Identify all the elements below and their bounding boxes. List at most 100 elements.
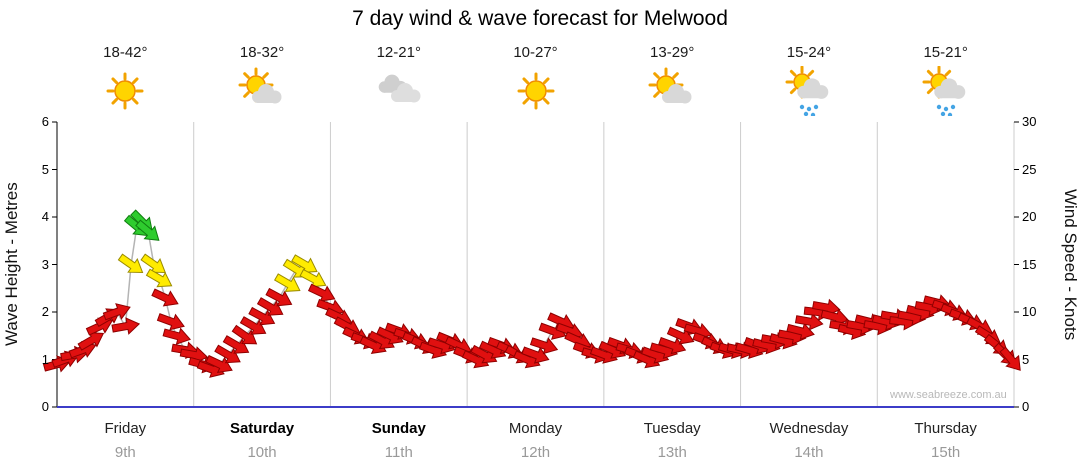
day-name-label: Friday	[104, 420, 147, 437]
wave-height-tick-label: 0	[41, 399, 49, 414]
rain-drop	[810, 112, 816, 116]
wave-height-tick-label: 4	[41, 209, 49, 224]
wave-height-tick-label: 6	[41, 114, 49, 129]
wind-arrow	[999, 346, 1021, 371]
day-date-label: 12th	[520, 444, 551, 461]
wind-arrow	[291, 254, 318, 273]
wind-arrow	[239, 316, 267, 335]
wind-speed-tick-label: 0	[1022, 399, 1030, 414]
watermark: www.seabreeze.com.au	[890, 389, 1007, 401]
day-date-label: 9th	[114, 444, 136, 461]
sun-ray	[243, 91, 250, 98]
day-date-label: 14th	[794, 444, 824, 461]
wind-arrow	[145, 268, 173, 288]
sun-ray	[521, 97, 529, 105]
day-date-label: 15th	[931, 444, 961, 461]
wind-arrow	[102, 303, 131, 321]
wind-arrow	[205, 354, 233, 374]
wind-arrow	[265, 287, 293, 307]
sun-ray	[789, 87, 797, 95]
page-title: 7 day wind & wave forecast for Melwood	[352, 7, 728, 30]
wind-arrow	[162, 327, 191, 345]
wind-arrow	[140, 253, 167, 274]
wind-arrow	[117, 253, 144, 274]
weather-icon-slot	[647, 66, 697, 116]
wind-arrow	[151, 288, 179, 307]
wind-arrow	[256, 297, 284, 316]
wind-arrow	[794, 312, 824, 331]
wind-arrow	[521, 346, 550, 364]
sun-ray	[262, 72, 269, 79]
day-date-label: 13th	[657, 444, 687, 461]
right-axis-label: Wind Speed - Knots	[1061, 188, 1080, 341]
sun-disc	[524, 80, 547, 102]
sun-ray	[926, 69, 934, 77]
weather-icon-slot	[784, 66, 834, 116]
day-name-label: Thursday	[914, 420, 977, 437]
day-date-label: 11th	[384, 444, 413, 461]
weather-icon-sunny	[517, 72, 554, 110]
rain-drop	[813, 104, 819, 110]
day-name-label: Sunday	[371, 420, 426, 437]
wind-arrow	[231, 324, 258, 345]
weather-icon-rain	[785, 66, 829, 116]
temperature-range-label: 18-32°	[239, 44, 285, 61]
sun-ray	[926, 87, 934, 95]
sun-ray	[111, 97, 119, 105]
weather-icon-cloudy	[378, 74, 421, 103]
sun-disc	[114, 80, 137, 102]
weather-icon-partly-cloudy	[238, 67, 282, 104]
rain-drop	[943, 106, 948, 112]
sun-ray	[243, 72, 250, 79]
cloud-shape	[662, 84, 692, 104]
wind-arrow	[299, 268, 327, 288]
rain-drop	[940, 111, 945, 116]
sun-ray	[944, 69, 951, 77]
rain-drop	[799, 104, 805, 110]
temperature-range-label: 12-21°	[376, 44, 421, 61]
weather-icon-sunny	[106, 72, 144, 110]
wind-arrow	[222, 335, 250, 354]
sun-ray	[132, 97, 139, 105]
wind-arrow	[156, 313, 185, 331]
sun-ray	[653, 91, 660, 98]
wave-height-tick-label: 5	[41, 161, 49, 177]
rain-drop	[936, 104, 941, 110]
sun-ray	[542, 77, 550, 85]
wind-arrow	[77, 332, 105, 351]
sun-ray	[672, 72, 680, 79]
wind-arrow	[214, 344, 241, 364]
temperature-range-label: 15-21°	[923, 44, 968, 61]
temperature-range-label: 18-42°	[103, 44, 148, 61]
wind-speed-tick-label: 30	[1022, 114, 1037, 129]
wind-speed-tick-label: 20	[1022, 209, 1037, 224]
wind-arrow	[248, 306, 276, 326]
rain-drop	[806, 106, 812, 112]
day-name-label: Wednesday	[769, 420, 849, 437]
weather-icon-slot	[511, 66, 561, 116]
day-name-label: Monday	[508, 420, 563, 437]
rain-drop	[803, 111, 809, 116]
temperature-range-label: 10-27°	[513, 44, 558, 61]
sun-ray	[653, 72, 660, 79]
wind-arrow	[658, 336, 687, 355]
wind-speed-tick-label: 10	[1022, 304, 1037, 319]
wave-height-tick-label: 2	[41, 304, 49, 319]
sun-ray	[111, 77, 119, 85]
sun-ray	[521, 77, 529, 85]
rain-drop	[950, 104, 955, 110]
weather-icon-partly-cloudy	[648, 67, 692, 104]
wind-speed-tick-label: 15	[1022, 256, 1037, 272]
wave-height-tick-label: 3	[41, 256, 49, 272]
sun-ray	[789, 69, 797, 77]
weather-icon-slot	[237, 66, 287, 116]
wind-arrow	[529, 337, 559, 355]
sun-ray	[542, 97, 550, 105]
wind-arrow	[786, 322, 815, 341]
temperature-range-label: 15-24°	[786, 44, 832, 61]
sun-ray	[807, 69, 815, 77]
weather-icon-slot	[921, 66, 971, 116]
wind-arrow	[111, 317, 141, 335]
